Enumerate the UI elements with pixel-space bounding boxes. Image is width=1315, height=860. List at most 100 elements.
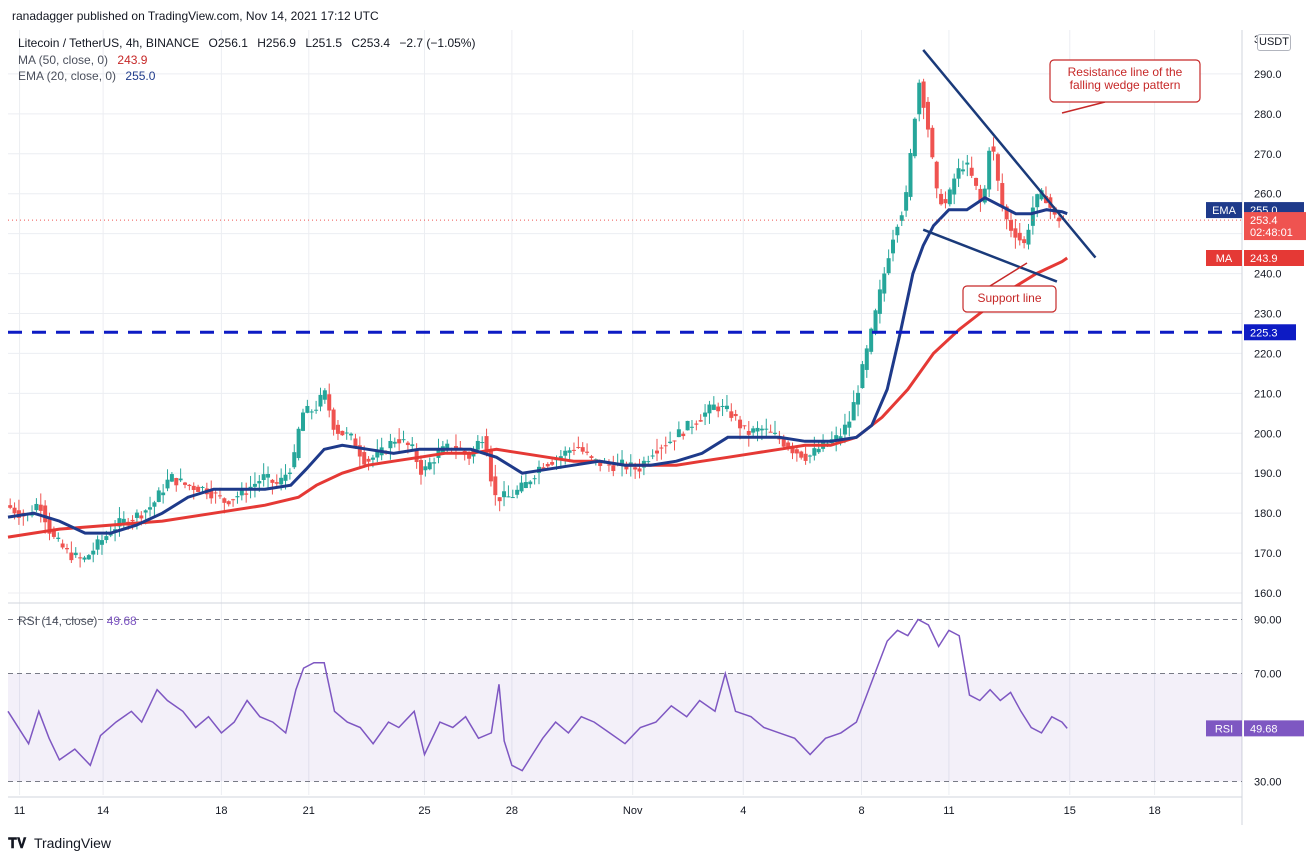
candle-body	[410, 444, 415, 447]
candle-body	[161, 492, 166, 496]
candle-body	[882, 273, 887, 294]
resistance-annotation-pointer	[1061, 101, 1106, 114]
candle-body	[1026, 229, 1031, 245]
candle-body	[104, 536, 109, 541]
candle-body	[912, 118, 917, 157]
candle-body	[646, 461, 651, 463]
candle-body	[1030, 207, 1035, 226]
candle-body	[925, 101, 930, 130]
time-tick-label: 18	[1148, 805, 1160, 817]
candle-body	[904, 192, 909, 211]
price-tick-label: 260.0	[1254, 189, 1282, 201]
time-tick-label: 15	[1064, 805, 1076, 817]
candle-body	[34, 503, 39, 511]
time-tick-label: 4	[740, 805, 746, 817]
symbol-label: Litecoin / TetherUS, 4h, BINANCE	[18, 36, 200, 50]
candle-body	[148, 507, 153, 510]
candle-body	[366, 458, 371, 462]
candle-body	[480, 442, 485, 444]
candle-body	[1057, 217, 1062, 222]
resistance-annotation-text: falling wedge pattern	[1070, 78, 1181, 92]
candle-body	[567, 450, 572, 453]
candle-body	[908, 153, 913, 197]
ma-badge-value: 243.9	[1250, 253, 1278, 265]
candle-body	[917, 82, 922, 115]
rsi-tick-label: 70.00	[1254, 669, 1282, 681]
candle-body	[419, 460, 424, 475]
legend-ma-row[interactable]: MA (50, close, 0) 243.9	[18, 53, 153, 67]
candle-body	[995, 154, 1000, 181]
legend-symbol-row: Litecoin / TetherUS, 4h, BINANCE O256.1 …	[18, 36, 481, 50]
candle-body	[388, 440, 393, 449]
candle-body	[711, 404, 716, 410]
candle-body	[375, 450, 380, 458]
candle-body	[47, 517, 52, 534]
candle-body	[169, 474, 174, 482]
candle-body	[960, 169, 965, 172]
candle-body	[891, 239, 896, 254]
candle-body	[668, 441, 673, 444]
resistance-annotation-box	[1049, 59, 1201, 103]
candle-body	[506, 496, 511, 498]
time-tick-label: 21	[303, 805, 315, 817]
ohlc-close: C253.4	[351, 36, 391, 50]
candle-body	[550, 462, 555, 465]
candle-body	[257, 481, 262, 484]
candle-body	[91, 550, 96, 555]
time-tick-label: Nov	[623, 805, 643, 817]
candle-body	[1004, 206, 1009, 220]
candle-body	[694, 423, 699, 425]
candle-body	[139, 515, 144, 519]
time-tick-label: 28	[506, 805, 518, 817]
candle-body	[423, 466, 428, 471]
candle-body	[838, 436, 843, 439]
candle-body	[877, 289, 882, 314]
candle-body	[606, 464, 611, 466]
currency-selector[interactable]: USDT	[1257, 34, 1291, 51]
rsi-band	[8, 673, 1242, 782]
candle-body	[252, 483, 257, 487]
candle-body	[65, 548, 70, 550]
time-tick-label: 11	[943, 805, 954, 817]
candle-body	[191, 485, 196, 490]
candle-body	[1017, 232, 1022, 241]
candle-body	[856, 392, 861, 405]
legend-rsi-row[interactable]: RSI (14, close) 49.68	[18, 614, 143, 628]
candle-body	[571, 449, 576, 451]
candle-body	[768, 431, 773, 433]
candle-body	[611, 465, 616, 472]
legend-ema-row[interactable]: EMA (20, close, 0) 255.0	[18, 69, 161, 83]
candle-body	[484, 436, 489, 456]
candle-body	[493, 476, 498, 496]
candle-body	[86, 555, 91, 560]
candle-body	[296, 428, 301, 459]
candle-body	[353, 438, 358, 449]
candle-body	[143, 510, 148, 513]
candle-body	[934, 161, 939, 189]
price-tick-label: 170.0	[1254, 548, 1282, 560]
candle-body	[689, 426, 694, 428]
candle-body	[349, 433, 354, 436]
candle-body	[952, 178, 957, 195]
footer-brand: TradingView	[33, 835, 111, 851]
candle-body	[965, 162, 970, 165]
ohlc-high: H256.9	[257, 36, 296, 50]
candle-body	[244, 493, 249, 495]
candle-body	[453, 446, 458, 450]
tradingview-logo: 𝐓𝐕 TradingView	[8, 835, 111, 852]
price-tick-label: 230.0	[1254, 309, 1282, 321]
support-annotation-box	[962, 285, 1057, 313]
candle-body	[676, 429, 681, 438]
candle-body	[558, 456, 563, 459]
ma-badge-value-bg	[1244, 250, 1304, 267]
time-tick-label: 25	[418, 805, 430, 817]
support-trendline	[922, 228, 1058, 283]
candle-body	[12, 507, 17, 514]
candle-body	[1022, 239, 1027, 244]
candle-body	[331, 409, 336, 430]
candle-body	[515, 489, 520, 495]
candle-body	[650, 455, 655, 457]
attribution: ranadagger published on TradingView.com,…	[12, 9, 379, 23]
support-annotation-text: Support line	[977, 291, 1041, 305]
